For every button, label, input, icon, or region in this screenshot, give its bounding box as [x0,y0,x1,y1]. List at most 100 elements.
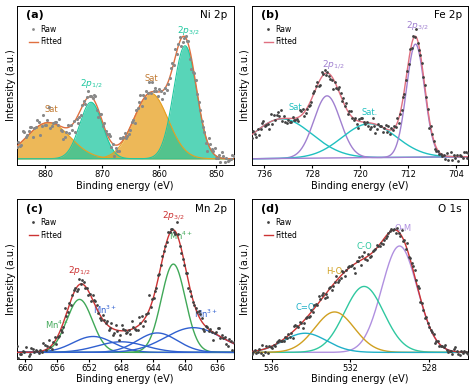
Point [167,65,175,71]
Point [172,46,179,52]
Point [457,348,465,354]
Point [170,62,178,68]
Point [328,287,336,293]
Point [455,351,462,357]
Point [308,307,315,313]
Point [389,227,397,233]
Point [205,135,213,141]
Point [386,131,394,137]
Text: H-O: H-O [327,266,343,275]
Point [369,115,376,121]
Point [212,155,220,161]
Point [313,302,321,308]
Point [315,292,322,299]
Point [441,342,449,348]
Point [137,320,144,326]
Point [174,231,182,238]
Point [321,294,328,301]
Point [363,257,371,263]
Point [322,72,330,78]
Text: C-O: C-O [356,242,372,251]
Point [185,38,192,44]
Point [292,117,299,123]
Point [316,296,324,302]
Point [346,263,353,269]
Point [125,326,133,333]
Point [251,347,258,353]
Point [385,123,392,129]
Point [373,242,381,248]
Point [199,326,207,332]
Point [146,292,153,298]
Point [302,110,310,116]
Point [434,338,442,344]
Point [273,339,280,346]
Point [68,127,76,133]
Text: $\mathrm{Mn}^{3+}$: $\mathrm{Mn}^{3+}$ [193,308,218,320]
Point [419,74,427,80]
Point [463,350,471,356]
Point [16,351,24,357]
Point [87,93,95,99]
Point [228,347,236,353]
Point [280,113,288,119]
Point [322,291,330,298]
Point [55,116,63,122]
Point [225,157,233,163]
Point [169,226,176,232]
Point [54,122,62,128]
Point [363,119,371,125]
Point [96,111,104,117]
Point [249,128,257,134]
Point [449,157,456,163]
Point [344,111,352,117]
Point [399,94,407,100]
Text: Sat.: Sat. [361,108,377,117]
Point [89,95,96,101]
Point [154,271,162,278]
Point [415,47,423,53]
Point [53,341,60,347]
Point [74,286,82,292]
Point [58,128,66,134]
Point [398,106,405,113]
Point [73,116,80,122]
Point [127,332,134,338]
Point [305,314,312,320]
Point [35,350,43,356]
Point [396,111,404,117]
Point [327,76,334,82]
Point [18,142,25,148]
Point [162,243,169,249]
Text: $2p_{1/2}$: $2p_{1/2}$ [322,58,345,71]
Point [425,324,433,331]
Point [370,123,378,129]
Point [408,44,416,51]
Point [80,279,88,285]
Point [22,134,29,140]
Point [459,349,466,356]
Point [319,71,327,77]
Point [115,148,122,154]
Point [20,349,28,355]
Point [15,355,22,361]
Point [372,130,379,136]
Text: $\mathrm{Mn}^{4+}$: $\mathrm{Mn}^{4+}$ [45,319,69,332]
Point [298,320,305,326]
Point [331,79,338,85]
Point [61,134,69,140]
Point [393,115,401,121]
Legend: Raw, Fitted: Raw, Fitted [261,215,300,243]
Point [412,277,420,283]
Point [131,119,138,126]
Point [100,119,108,126]
Point [463,155,471,161]
Point [203,147,211,154]
Text: $2p_{3/2}$: $2p_{3/2}$ [406,19,428,32]
Point [440,152,447,158]
Point [329,85,337,92]
Text: $\mathrm{Mn}^{4+}$: $\mathrm{Mn}^{4+}$ [169,229,193,242]
Text: $2p_{3/2}$: $2p_{3/2}$ [162,210,185,222]
Point [199,124,207,131]
Point [140,323,147,330]
